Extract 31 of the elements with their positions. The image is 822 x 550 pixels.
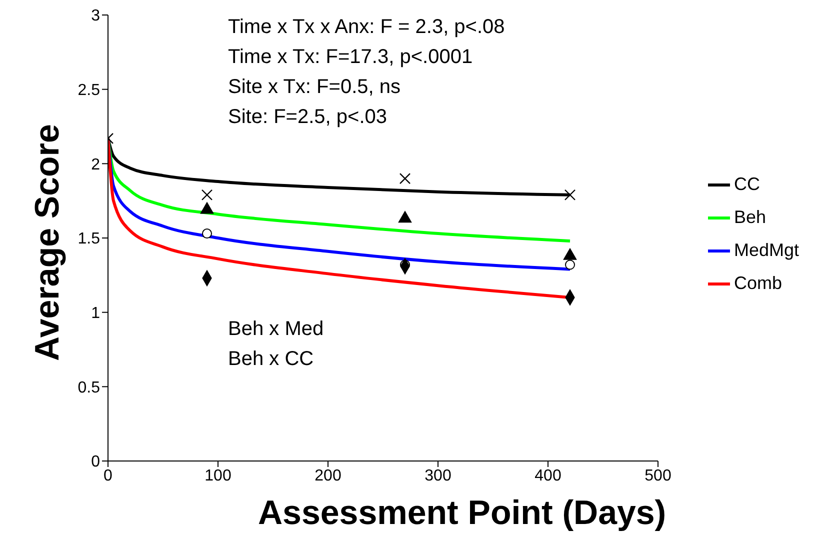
x-tick-label: 300 <box>424 467 452 484</box>
y-tick-label: 2.5 <box>78 82 100 100</box>
annotation: Site: F=2.5, p<.03 <box>228 106 387 129</box>
point <box>201 189 213 200</box>
x-tick-label: 200 <box>314 467 342 484</box>
x-axis-title: Assessment Point (Days) <box>258 494 666 533</box>
line-series <box>108 136 572 242</box>
point <box>564 189 576 200</box>
legend-label: CC <box>734 174 760 195</box>
y-axis-title: Average Score <box>28 123 68 363</box>
annotation: Site x Tx: F=0.5, ns <box>228 76 400 99</box>
y-tick-label: 2 <box>91 156 100 174</box>
point <box>564 260 576 270</box>
x-tick-label: 500 <box>644 467 672 484</box>
point <box>399 172 411 184</box>
annotation: Beh x Med <box>228 318 324 341</box>
x-tick-label: 0 <box>104 467 113 484</box>
y-tick-label: 1.5 <box>78 230 100 248</box>
legend-label: MedMgt <box>734 240 800 261</box>
point <box>202 228 212 239</box>
x-tick-label: 400 <box>534 467 562 484</box>
y-tick-label: 1 <box>91 305 100 322</box>
legend-label: Comb <box>734 273 782 294</box>
annotation: Time x Tx: F=17.3, p<.0001 <box>228 46 473 69</box>
annotation: Time x Tx x Anx: F = 2.3, p<.08 <box>228 16 505 39</box>
annotation: Beh x CC <box>228 348 314 371</box>
y-tick-label: 0.5 <box>78 379 100 396</box>
y-tick-label: 0 <box>91 454 100 471</box>
legend-label: Beh <box>734 207 766 228</box>
y-tick-label: 3 <box>91 8 100 25</box>
x-tick-label: 100 <box>204 467 232 484</box>
